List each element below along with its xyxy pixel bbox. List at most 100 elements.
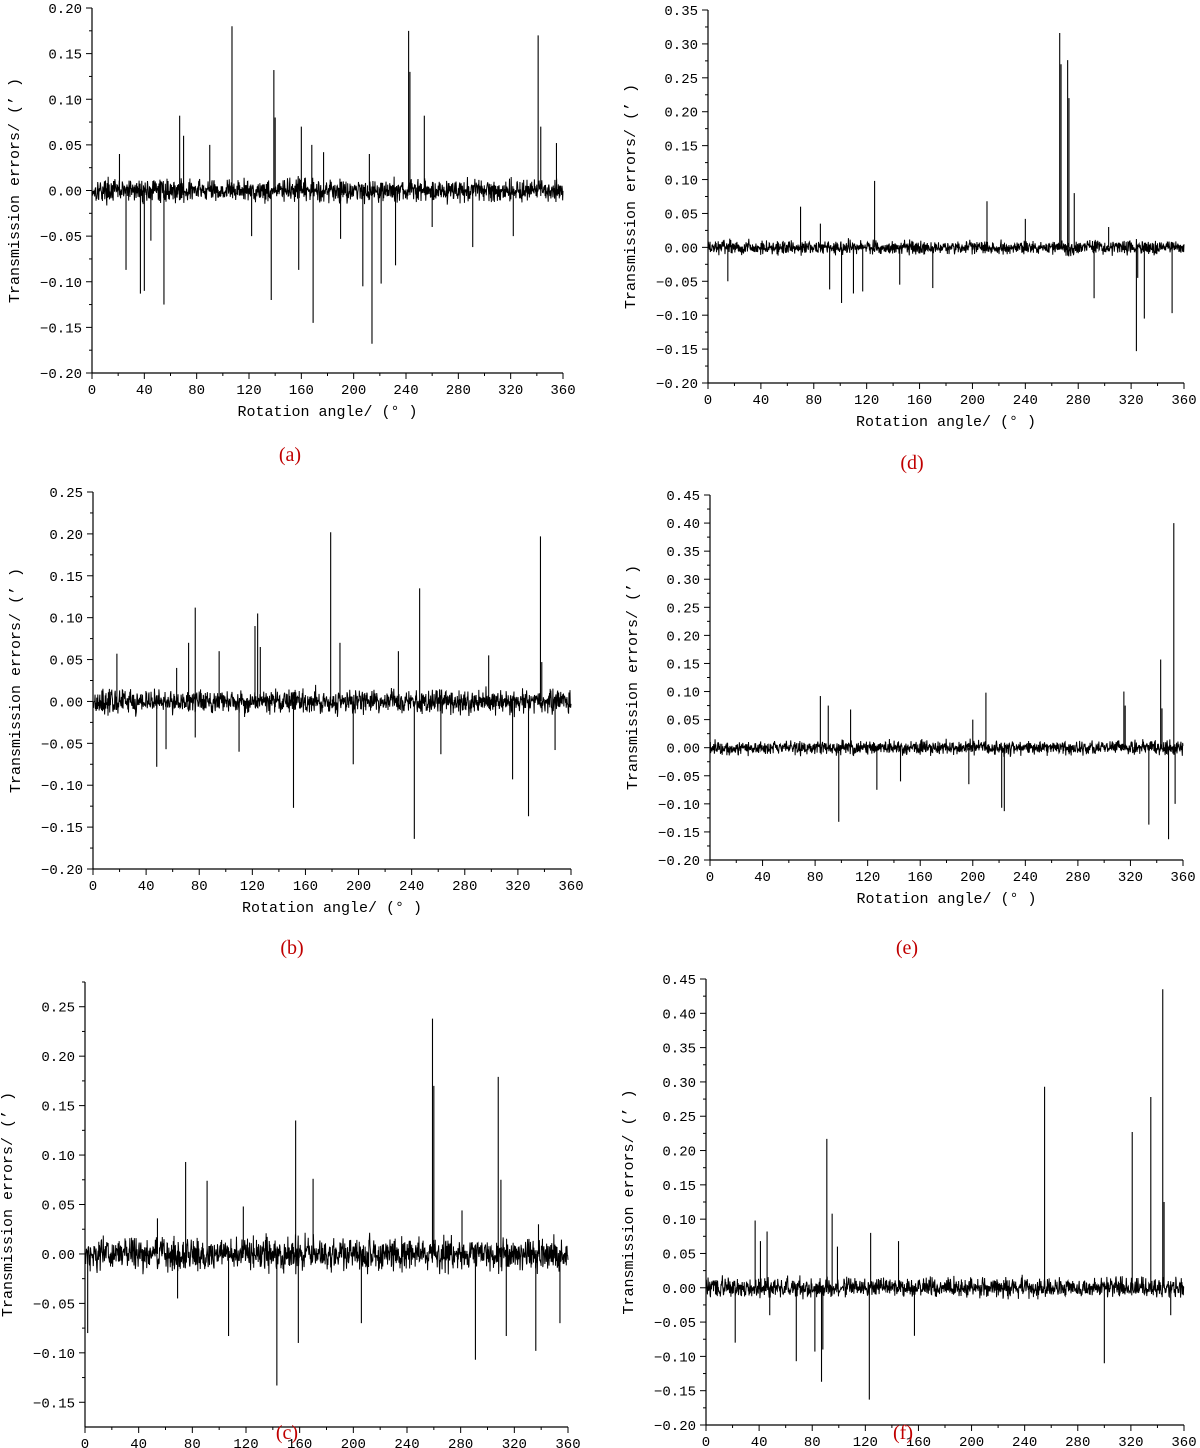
x-tick-label: 160: [293, 879, 318, 895]
y-tick-label: 0.35: [662, 1042, 696, 1058]
x-tick-label: 40: [754, 870, 771, 886]
x-tick-label: 200: [346, 879, 371, 895]
x-tick-label: 80: [807, 870, 824, 886]
x-tick-label: 120: [240, 879, 265, 895]
y-tick-label: 0.10: [662, 1213, 696, 1229]
x-tick-label: 120: [236, 383, 261, 399]
y-tick-label: 0.20: [41, 1050, 75, 1066]
y-tick-label: 0.10: [664, 174, 698, 190]
x-tick-label: 80: [805, 393, 822, 409]
x-tick-label: 240: [1013, 393, 1038, 409]
y-tick-label: −0.05: [40, 230, 82, 246]
series-line: [84, 1232, 569, 1275]
y-tick-label: −0.05: [654, 1316, 696, 1332]
y-tick-label: 0.00: [666, 742, 700, 758]
x-tick-label: 0: [89, 879, 97, 895]
x-tick-label: 200: [959, 1435, 984, 1448]
x-tick-label: 160: [289, 383, 314, 399]
y-tick-label: −0.05: [33, 1297, 75, 1313]
y-tick-label: 0.15: [49, 570, 83, 586]
axes: 0 40 80 120 160 200 240 280 320 360 −0.20 −0.15 −0.1…: [40, 2, 576, 399]
x-tick-label: 320: [1118, 1435, 1143, 1448]
x-tick-label: 80: [188, 383, 205, 399]
y-tick-label: −0.10: [40, 276, 82, 292]
x-tick-label: 360: [550, 383, 575, 399]
y-tick-label: 0.30: [666, 573, 700, 589]
y-tick-label: 0.00: [49, 695, 83, 711]
y-axis-label: Transmission errors/ (’ ): [7, 78, 24, 303]
axes: 0 40 80 120 160 200 240 280 320 360 −0.20 −0.15 −0.1…: [41, 486, 584, 895]
series-line: [705, 1274, 1185, 1300]
y-tick-label: 0.05: [48, 139, 82, 155]
chart-svg-d: 0 40 80 120 160 200 240 280 320 360 −0.20 −0.15 −0.1…: [623, 4, 1197, 431]
y-tick-label: 0.05: [41, 1199, 75, 1215]
x-tick-label: 160: [907, 393, 932, 409]
y-tick-label: −0.15: [40, 321, 82, 337]
chart-caption-d: (d): [900, 452, 924, 474]
y-tick-label: −0.20: [41, 863, 83, 879]
x-tick-label: 120: [853, 1435, 878, 1448]
chart-svg-a: 0 40 80 120 160 200 240 280 320 360 −0.20 −0.15 −0.1…: [7, 2, 576, 421]
chart-panel-b: 0 40 80 120 160 200 240 280 320 360 −0.20 −0.15 −0.1…: [0, 480, 600, 970]
y-axis-label: Transmission errors/ (’ ): [625, 565, 642, 790]
x-tick-label: 280: [446, 383, 471, 399]
y-tick-label: 0.15: [48, 48, 82, 64]
y-tick-label: 0.05: [664, 207, 698, 223]
x-tick-label: 80: [804, 1435, 821, 1448]
y-axis-label: Transmission errors/ (’ ): [8, 568, 25, 793]
x-tick-label: 320: [502, 1437, 527, 1448]
y-tick-label: 0.35: [666, 545, 700, 561]
x-tick-label: 200: [341, 1437, 366, 1448]
y-tick-label: 0.15: [41, 1100, 75, 1116]
x-tick-label: 160: [908, 870, 933, 886]
x-axis-label: Rotation angle/ (° ): [856, 891, 1036, 908]
y-tick-label: −0.10: [656, 309, 698, 325]
y-tick-label: 0.15: [662, 1179, 696, 1195]
x-tick-label: 360: [1171, 1435, 1196, 1448]
x-tick-label: 320: [505, 879, 530, 895]
y-tick-label: 0.20: [666, 629, 700, 645]
y-tick-label: 0.10: [666, 686, 700, 702]
y-tick-label: 0.00: [662, 1282, 696, 1298]
y-tick-label: −0.20: [656, 377, 698, 393]
y-tick-label: −0.15: [654, 1385, 696, 1401]
y-tick-label: −0.20: [658, 854, 700, 870]
x-tick-label: 200: [960, 393, 985, 409]
x-tick-label: 280: [1066, 393, 1091, 409]
y-tick-label: 0.25: [662, 1110, 696, 1126]
axes: 0 40 80 120 160 200 240 280 320 360 −0.20 −0.15 −0.1…: [656, 4, 1197, 409]
chart-caption-c: (c): [275, 1422, 299, 1444]
x-tick-label: 40: [752, 393, 769, 409]
chart-caption-e: (e): [895, 937, 919, 959]
y-tick-label: 0.45: [662, 973, 696, 989]
y-axis-label: Transmission errors/ (’ ): [0, 1092, 17, 1317]
x-tick-label: 160: [906, 1435, 931, 1448]
y-tick-label: −0.15: [41, 821, 83, 837]
chart-caption-f: (f): [893, 1422, 913, 1444]
y-tick-label: 0.30: [662, 1076, 696, 1092]
series-line: [91, 175, 564, 206]
y-tick-label: 0.05: [662, 1247, 696, 1263]
y-tick-label: 0.20: [662, 1145, 696, 1161]
chart-panel-a: 0 40 80 120 160 200 240 280 320 360 −0.20 −0.15 −0.1…: [0, 0, 600, 480]
x-tick-label: 80: [184, 1437, 201, 1448]
x-tick-label: 240: [1013, 870, 1038, 886]
x-tick-label: 240: [1012, 1435, 1037, 1448]
chart-panel-e: 0 40 80 120 160 200 240 280 320 360 −0.20 −0.15 −0.1…: [600, 480, 1200, 970]
x-tick-label: 240: [393, 383, 418, 399]
series-line: [92, 684, 572, 718]
x-tick-label: 0: [88, 383, 96, 399]
x-tick-label: 0: [81, 1437, 89, 1448]
x-tick-label: 280: [1065, 1435, 1090, 1448]
chart-svg-c: 0 40 80 120 160 200 240 280 320 360 −0.15 −0.10 −0.0…: [0, 981, 581, 1448]
chart-svg-b: 0 40 80 120 160 200 240 280 320 360 −0.20 −0.15 −0.1…: [8, 486, 584, 917]
x-tick-label: 360: [558, 879, 583, 895]
y-tick-label: 0.00: [664, 241, 698, 257]
y-tick-label: 0.10: [49, 612, 83, 628]
y-tick-label: −0.10: [658, 798, 700, 814]
y-tick-label: −0.20: [654, 1419, 696, 1435]
y-tick-label: 0.25: [41, 1001, 75, 1017]
chart-caption-b: (b): [280, 937, 304, 959]
y-axis-label: Transmission errors/ (’ ): [621, 1089, 638, 1314]
y-tick-label: −0.05: [658, 770, 700, 786]
